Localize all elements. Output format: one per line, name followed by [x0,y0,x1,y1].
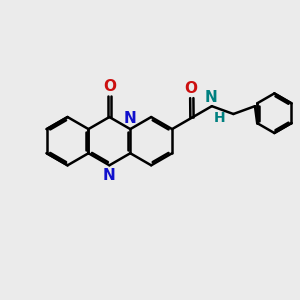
Text: N: N [205,90,217,105]
Text: N: N [124,111,137,126]
Text: N: N [103,168,116,183]
Text: O: O [184,81,197,96]
Text: H: H [214,111,226,124]
Text: O: O [103,80,116,94]
